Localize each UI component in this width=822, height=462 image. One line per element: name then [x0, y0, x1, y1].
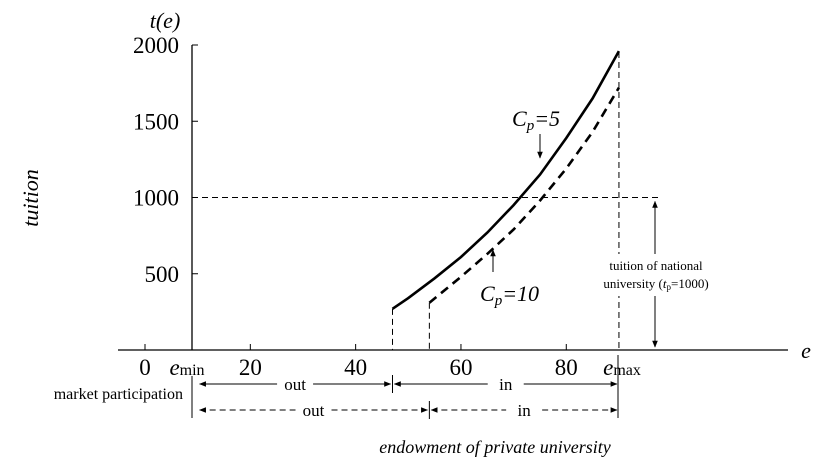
- x-tick-label: 80: [555, 355, 578, 380]
- y-axis-title: tuition: [18, 169, 43, 226]
- x-tick-label: 40: [344, 355, 367, 380]
- x-tick-label: 0: [139, 355, 151, 380]
- e-max-label: emax: [603, 355, 641, 380]
- cp5-label: Cp=5: [512, 106, 560, 134]
- participation-in-label: in: [518, 401, 532, 420]
- cp10-curve: [428, 87, 621, 304]
- y-tick-label: 500: [145, 262, 180, 287]
- y-tick-label: 1500: [133, 109, 179, 134]
- x-tick-label: 60: [449, 355, 472, 380]
- participation-in-label: in: [499, 375, 513, 394]
- market-participation-label: market participation: [54, 386, 183, 403]
- y-var-label: t(e): [150, 8, 181, 33]
- annotation-line2: university (tp=1000): [603, 276, 708, 292]
- e-min-label: emin: [169, 355, 204, 380]
- y-tick-label: 2000: [133, 33, 179, 58]
- participation-out-label: out: [303, 401, 325, 420]
- y-tick-label: 1000: [133, 186, 179, 211]
- annotation-line1: tuition of national: [609, 258, 703, 273]
- cp5-curve: [391, 50, 621, 310]
- participation-out-label: out: [284, 375, 306, 394]
- cp10-label: Cp=10: [480, 281, 539, 309]
- x-var-label: e: [801, 338, 811, 363]
- x-axis-title: endowment of private university: [379, 437, 610, 457]
- x-tick-label: 20: [239, 355, 262, 380]
- annotation-bg: [597, 254, 715, 296]
